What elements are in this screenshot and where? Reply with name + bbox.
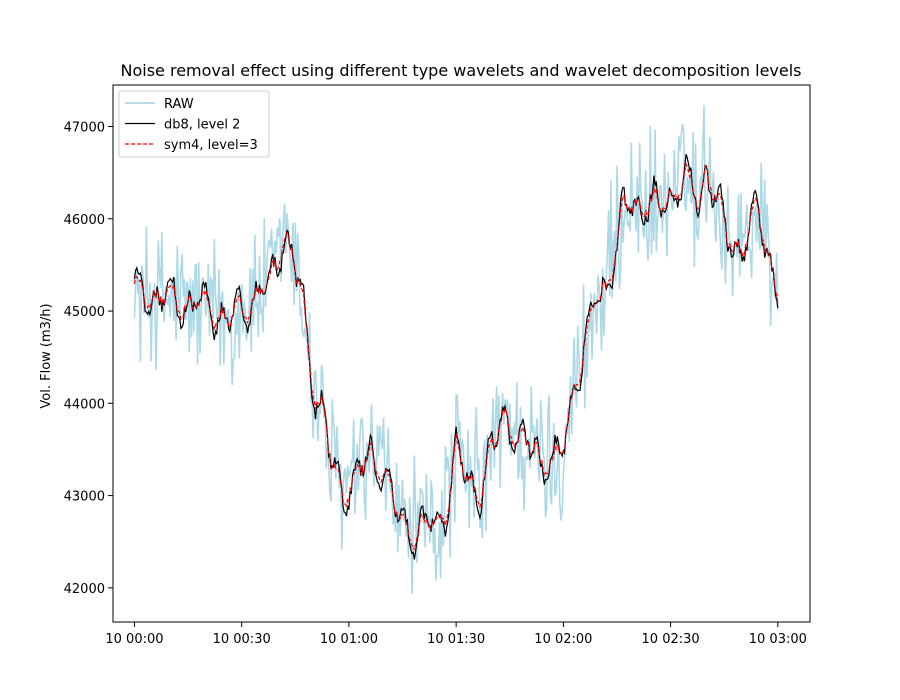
x-tick-label: 10 00:30 bbox=[213, 632, 271, 647]
series-layer bbox=[133, 104, 779, 594]
y-tick-label: 43000 bbox=[64, 490, 105, 505]
x-tick-label: 10 00:00 bbox=[105, 632, 163, 647]
x-tick-label: 10 02:30 bbox=[642, 632, 700, 647]
plot-frame bbox=[112, 84, 811, 623]
legend-label: db8, level 2 bbox=[164, 118, 240, 133]
y-tick-label: 44000 bbox=[64, 397, 105, 412]
y-tick-label: 46000 bbox=[64, 213, 105, 228]
y-tick-label: 42000 bbox=[64, 582, 105, 597]
y-tick-label: 45000 bbox=[64, 305, 105, 320]
axes-layer: 10 00:00 10 00:30 10 01:00 10 01:30 10 02:00… bbox=[64, 84, 811, 647]
y-axis-label: Vol. Flow (m3/h) bbox=[39, 303, 54, 408]
x-tick-label: 10 03:00 bbox=[749, 632, 807, 647]
legend-label: RAW bbox=[164, 97, 194, 112]
x-tick-label: 10 02:00 bbox=[534, 632, 592, 647]
legend: RAW db8, level 2 sym4, level=3 bbox=[118, 90, 270, 158]
x-tick-label: 10 01:30 bbox=[427, 632, 485, 647]
legend-box bbox=[118, 90, 270, 158]
x-tick-label: 10 01:00 bbox=[320, 632, 378, 647]
chart-title: Noise removal effect using different typ… bbox=[121, 61, 802, 80]
y-tick-label: 47000 bbox=[64, 121, 105, 136]
legend-label: sym4, level=3 bbox=[164, 138, 258, 153]
series-line-sym4-level-3 bbox=[133, 162, 779, 551]
